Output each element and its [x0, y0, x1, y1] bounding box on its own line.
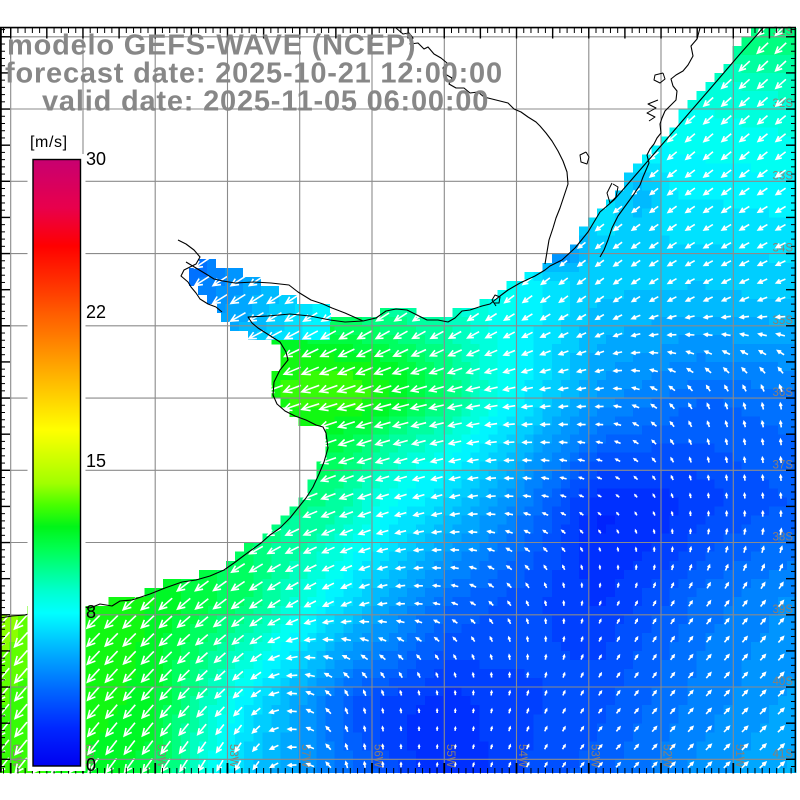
svg-text:30: 30: [86, 149, 106, 169]
svg-text:modelo GEFS-WAVE (NCEP): modelo GEFS-WAVE (NCEP): [7, 30, 416, 62]
svg-text:40S: 40S: [773, 676, 794, 688]
svg-text:[m/s]: [m/s]: [30, 134, 68, 151]
svg-text:56W: 56W: [372, 744, 384, 768]
svg-text:37S: 37S: [773, 459, 794, 471]
svg-text:36S: 36S: [773, 387, 794, 399]
svg-text:57W: 57W: [299, 744, 311, 768]
svg-text:51W: 51W: [733, 744, 745, 768]
svg-text:54W: 54W: [516, 744, 528, 768]
svg-text:valid date: 2025-11-05 06:00:0: valid date: 2025-11-05 06:00:00: [42, 86, 489, 118]
svg-text:41S: 41S: [773, 748, 794, 760]
svg-text:forecast date: 2025-10-21 12:0: forecast date: 2025-10-21 12:00:00: [5, 58, 503, 90]
svg-text:39S: 39S: [773, 604, 794, 616]
svg-text:53W: 53W: [588, 744, 600, 768]
svg-text:55W: 55W: [444, 744, 456, 768]
svg-text:8: 8: [86, 602, 96, 622]
svg-text:52W: 52W: [661, 744, 673, 768]
svg-text:0: 0: [86, 755, 96, 775]
svg-text:38S: 38S: [773, 532, 794, 544]
svg-text:22: 22: [86, 302, 106, 322]
svg-text:15: 15: [86, 451, 106, 471]
